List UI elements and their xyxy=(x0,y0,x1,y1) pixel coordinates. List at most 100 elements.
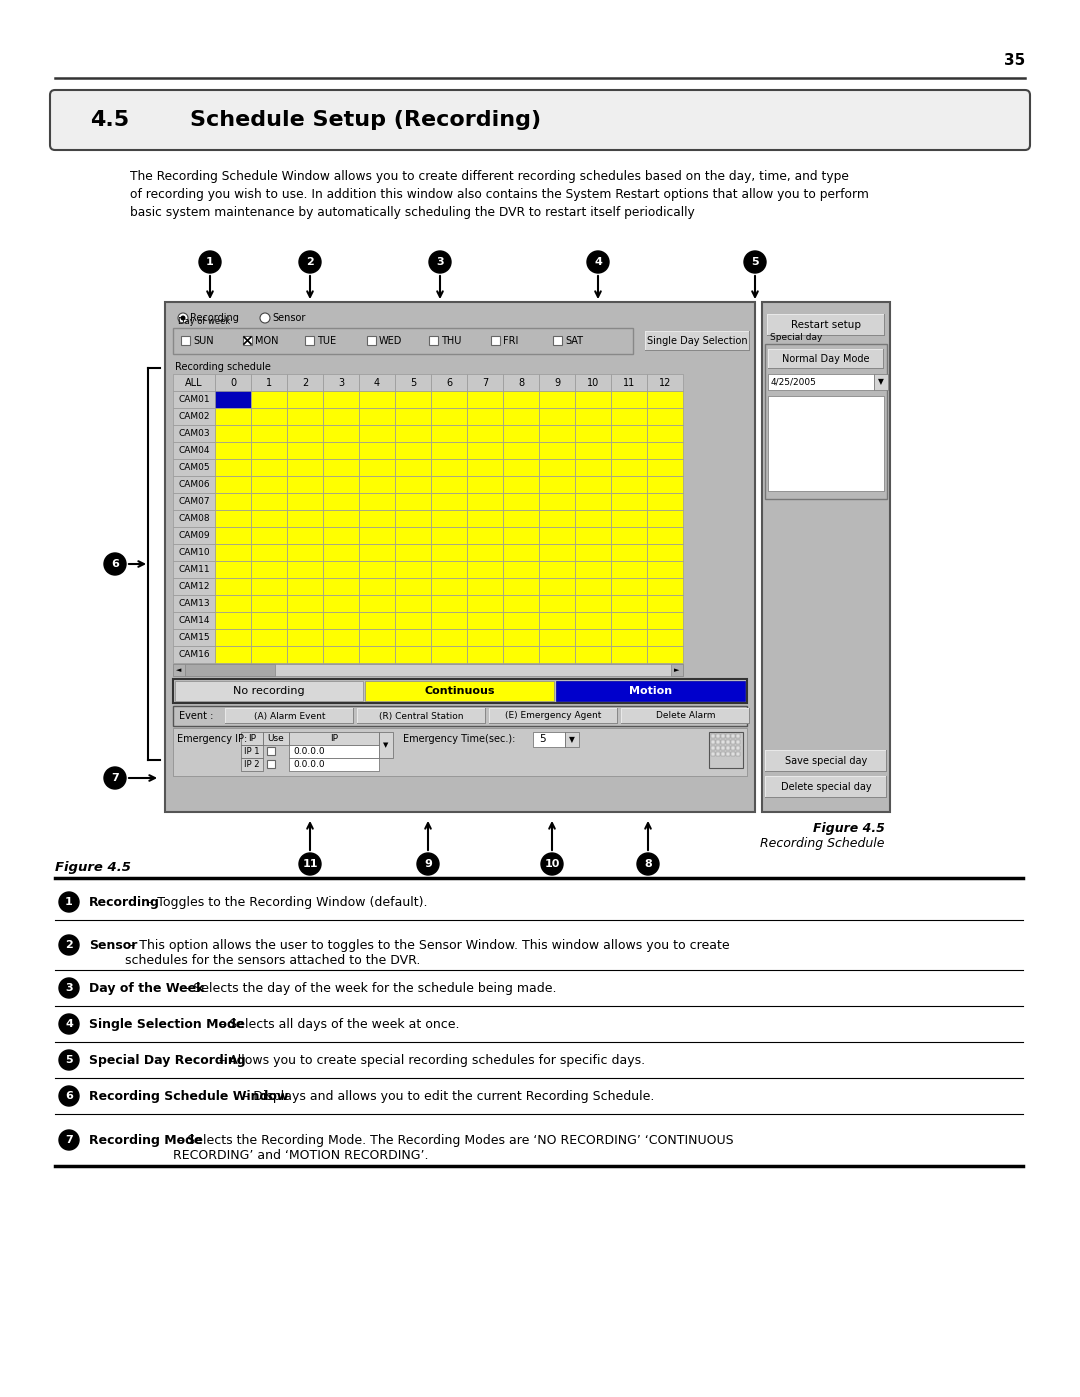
Bar xyxy=(287,629,323,645)
Bar xyxy=(735,746,740,750)
Bar xyxy=(621,708,750,724)
Text: Single Day Selection: Single Day Selection xyxy=(647,337,747,346)
Text: Recording Mode: Recording Mode xyxy=(89,1134,203,1147)
Bar xyxy=(575,562,611,578)
Text: CAM03: CAM03 xyxy=(178,429,210,439)
Bar xyxy=(357,710,485,724)
Bar xyxy=(575,595,611,612)
Bar xyxy=(575,543,611,562)
Bar xyxy=(395,374,431,391)
Text: – Displays and allows you to edit the current Recording Schedule.: – Displays and allows you to edit the cu… xyxy=(239,1090,654,1104)
Bar xyxy=(539,562,575,578)
Bar xyxy=(765,750,887,773)
Text: Recording: Recording xyxy=(89,895,160,909)
Bar xyxy=(173,360,653,374)
Bar xyxy=(503,460,539,476)
Circle shape xyxy=(260,313,270,323)
Bar xyxy=(323,391,359,408)
Text: Special Day Recording: Special Day Recording xyxy=(89,1053,245,1067)
Bar xyxy=(173,510,215,527)
Bar xyxy=(575,493,611,510)
Circle shape xyxy=(637,854,659,875)
Bar xyxy=(575,425,611,441)
Bar xyxy=(647,391,683,408)
Bar xyxy=(766,777,886,798)
Bar xyxy=(721,740,725,745)
Text: 3: 3 xyxy=(338,377,345,387)
Bar xyxy=(173,441,215,460)
Bar xyxy=(503,441,539,460)
Bar xyxy=(289,732,379,745)
Circle shape xyxy=(417,854,438,875)
Bar xyxy=(726,740,730,745)
Bar xyxy=(173,645,215,664)
Bar xyxy=(647,374,683,391)
Bar xyxy=(215,476,251,493)
Text: IP: IP xyxy=(330,733,338,743)
Bar xyxy=(359,543,395,562)
Bar xyxy=(647,441,683,460)
Bar xyxy=(539,460,575,476)
Bar xyxy=(323,476,359,493)
Text: 0: 0 xyxy=(230,377,237,387)
Bar xyxy=(556,680,745,701)
Bar xyxy=(503,425,539,441)
Bar xyxy=(503,493,539,510)
Bar xyxy=(181,337,190,345)
Bar xyxy=(359,612,395,629)
Text: ALL: ALL xyxy=(185,377,203,387)
Circle shape xyxy=(588,251,609,272)
Text: ►: ► xyxy=(674,666,679,673)
Bar xyxy=(503,543,539,562)
Bar xyxy=(711,740,715,745)
Bar xyxy=(711,752,715,756)
Text: Recording schedule: Recording schedule xyxy=(175,362,271,372)
Text: MON: MON xyxy=(255,337,279,346)
Bar xyxy=(735,740,740,745)
Bar xyxy=(539,493,575,510)
Bar xyxy=(467,425,503,441)
Text: Emergency Time(sec.):: Emergency Time(sec.): xyxy=(403,733,515,745)
Text: Single Selection Mode: Single Selection Mode xyxy=(89,1018,244,1031)
Bar xyxy=(379,732,393,759)
Bar xyxy=(490,710,617,724)
Bar xyxy=(575,578,611,595)
Bar xyxy=(357,708,486,724)
Bar xyxy=(539,408,575,425)
Bar xyxy=(267,747,275,754)
Bar xyxy=(431,543,467,562)
Circle shape xyxy=(59,935,79,956)
Bar xyxy=(173,664,185,676)
Bar xyxy=(575,612,611,629)
Bar xyxy=(431,441,467,460)
Text: Motion: Motion xyxy=(630,686,673,696)
Bar xyxy=(726,746,730,750)
Text: Sensor: Sensor xyxy=(89,939,137,951)
Bar xyxy=(762,302,890,812)
Bar xyxy=(287,374,323,391)
Bar xyxy=(359,408,395,425)
Text: Emergency IP:: Emergency IP: xyxy=(177,733,247,745)
Bar xyxy=(539,578,575,595)
Bar xyxy=(395,493,431,510)
Bar xyxy=(175,680,363,701)
Bar xyxy=(611,493,647,510)
Bar xyxy=(395,441,431,460)
Text: CAM15: CAM15 xyxy=(178,633,210,643)
Bar xyxy=(173,595,215,612)
Bar xyxy=(173,629,215,645)
Bar xyxy=(215,612,251,629)
Bar xyxy=(226,710,353,724)
Bar xyxy=(611,629,647,645)
Bar xyxy=(215,493,251,510)
Bar xyxy=(553,337,562,345)
Bar xyxy=(225,708,354,724)
Bar xyxy=(323,629,359,645)
Bar xyxy=(287,493,323,510)
Bar xyxy=(359,595,395,612)
Text: No recording: No recording xyxy=(232,686,305,696)
Bar xyxy=(215,578,251,595)
Bar xyxy=(287,543,323,562)
Bar xyxy=(251,460,287,476)
Bar xyxy=(173,476,215,493)
